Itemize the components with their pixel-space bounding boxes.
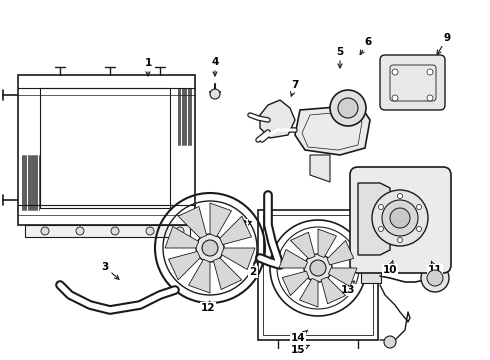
Polygon shape	[221, 248, 255, 270]
Circle shape	[338, 98, 358, 118]
Polygon shape	[169, 251, 200, 280]
FancyBboxPatch shape	[361, 269, 381, 283]
Polygon shape	[210, 203, 231, 237]
Text: 14: 14	[291, 330, 308, 343]
Circle shape	[304, 254, 332, 282]
Text: 15: 15	[291, 345, 309, 355]
Polygon shape	[213, 258, 242, 289]
Circle shape	[427, 69, 433, 75]
Polygon shape	[299, 278, 318, 307]
Text: 8: 8	[240, 220, 251, 230]
Circle shape	[392, 69, 398, 75]
Circle shape	[378, 226, 384, 231]
Polygon shape	[165, 226, 199, 248]
Circle shape	[392, 95, 398, 101]
Circle shape	[202, 240, 218, 256]
Circle shape	[397, 194, 402, 198]
Circle shape	[76, 227, 84, 235]
Text: 1: 1	[145, 58, 151, 76]
Polygon shape	[321, 277, 345, 304]
Polygon shape	[178, 207, 207, 238]
Text: 2: 2	[249, 260, 258, 277]
Polygon shape	[327, 240, 354, 265]
Text: 7: 7	[291, 80, 299, 96]
Circle shape	[330, 90, 366, 126]
Circle shape	[378, 204, 384, 210]
Polygon shape	[260, 100, 295, 138]
Text: 5: 5	[336, 47, 343, 68]
Polygon shape	[220, 216, 251, 245]
Circle shape	[111, 227, 119, 235]
Circle shape	[372, 190, 428, 246]
Bar	[263, 215, 373, 335]
Text: 6: 6	[360, 37, 371, 55]
Text: 4: 4	[211, 57, 219, 76]
Polygon shape	[358, 183, 390, 255]
Bar	[258, 210, 378, 340]
Polygon shape	[310, 155, 330, 182]
Circle shape	[176, 227, 184, 235]
Circle shape	[196, 234, 224, 262]
Bar	[40, 88, 170, 208]
Polygon shape	[318, 229, 337, 258]
Text: 3: 3	[101, 262, 119, 279]
Circle shape	[384, 336, 396, 348]
Text: 13: 13	[341, 281, 355, 295]
Circle shape	[427, 270, 443, 286]
Polygon shape	[295, 105, 370, 155]
Polygon shape	[279, 249, 308, 268]
Text: 9: 9	[437, 33, 451, 55]
Circle shape	[427, 95, 433, 101]
FancyBboxPatch shape	[380, 55, 445, 110]
Circle shape	[146, 227, 154, 235]
Circle shape	[421, 264, 449, 292]
Bar	[18, 75, 195, 225]
Polygon shape	[328, 268, 357, 287]
Circle shape	[416, 226, 421, 231]
Circle shape	[210, 89, 220, 99]
Text: 11: 11	[428, 261, 442, 275]
Polygon shape	[282, 271, 309, 296]
Polygon shape	[291, 232, 315, 259]
Circle shape	[382, 200, 418, 236]
Polygon shape	[189, 259, 210, 293]
Bar	[25, 225, 190, 237]
Circle shape	[310, 260, 326, 276]
Text: 12: 12	[201, 301, 215, 313]
Text: 10: 10	[383, 261, 397, 275]
FancyBboxPatch shape	[350, 167, 451, 273]
Circle shape	[41, 227, 49, 235]
Circle shape	[397, 238, 402, 243]
Circle shape	[416, 204, 421, 210]
Circle shape	[390, 208, 410, 228]
